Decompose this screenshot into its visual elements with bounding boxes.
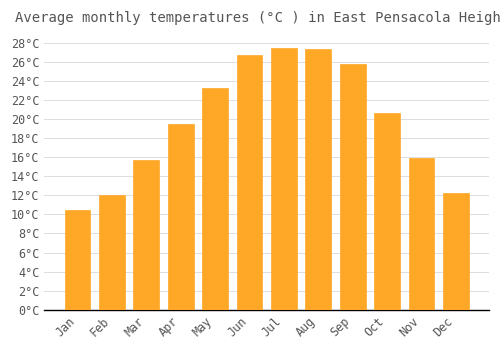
Bar bbox=[236, 55, 262, 310]
Title: Average monthly temperatures (°C ) in East Pensacola Heights: Average monthly temperatures (°C ) in Ea… bbox=[16, 11, 500, 25]
Bar bbox=[202, 88, 228, 310]
Bar bbox=[374, 113, 400, 310]
Bar bbox=[64, 210, 90, 310]
Bar bbox=[340, 64, 365, 310]
Bar bbox=[134, 160, 159, 310]
Bar bbox=[271, 48, 297, 310]
Bar bbox=[443, 194, 468, 310]
Bar bbox=[408, 158, 434, 310]
Bar bbox=[168, 124, 194, 310]
Bar bbox=[99, 195, 125, 310]
Bar bbox=[306, 49, 331, 310]
